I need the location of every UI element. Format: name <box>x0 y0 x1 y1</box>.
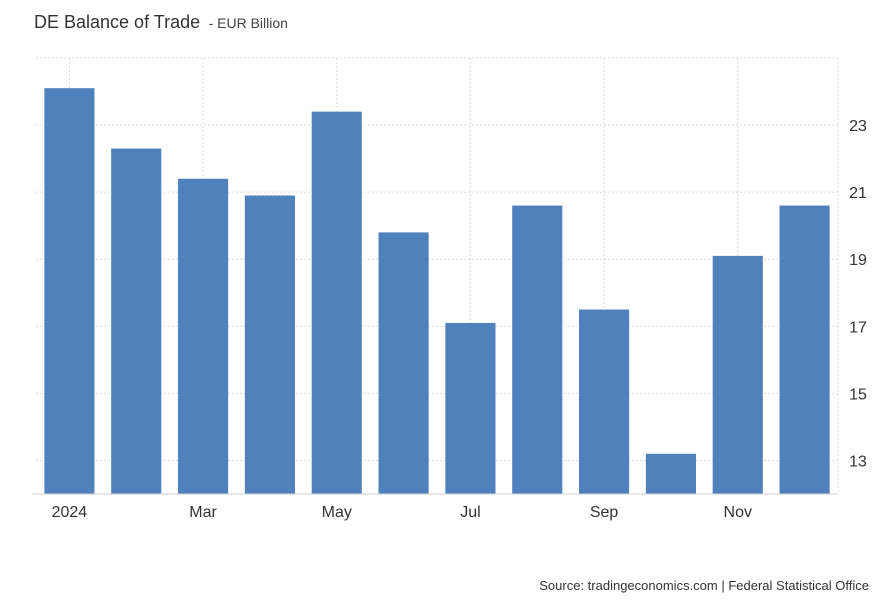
x-tick-label: Jul <box>460 504 480 521</box>
x-tick-label: May <box>322 504 352 521</box>
source-note: Source: tradingeconomics.com | Federal S… <box>539 578 869 593</box>
y-tick-label: 21 <box>849 185 867 202</box>
bar <box>111 148 162 495</box>
x-tick-label: Sep <box>590 504 619 521</box>
y-tick-label: 13 <box>849 453 867 470</box>
bar <box>512 205 563 495</box>
x-tick-label: 2024 <box>52 504 88 521</box>
chart-subtitle: - EUR Billion <box>208 15 288 31</box>
bar <box>579 309 630 494</box>
bar <box>311 111 362 495</box>
bar <box>44 88 95 494</box>
bar <box>244 195 295 494</box>
y-tick-label: 23 <box>849 118 867 135</box>
y-tick-label: 17 <box>849 319 867 336</box>
bar-chart: 13 15 17 19 21 23 2024 Mar May Jul Sep Nov <box>32 57 867 521</box>
y-tick-label: 19 <box>849 252 867 269</box>
chart-title-row: DE Balance of Trade - EUR Billion <box>34 12 288 33</box>
x-tick-label: Nov <box>724 504 752 521</box>
chart-title: DE Balance of Trade <box>34 12 201 32</box>
bar <box>178 178 229 494</box>
bar <box>779 205 830 495</box>
bar <box>645 453 696 494</box>
bar <box>712 255 763 494</box>
y-tick-label: 15 <box>849 386 867 403</box>
bar <box>378 232 429 494</box>
x-tick-label: Mar <box>189 504 217 521</box>
bar <box>445 322 496 494</box>
